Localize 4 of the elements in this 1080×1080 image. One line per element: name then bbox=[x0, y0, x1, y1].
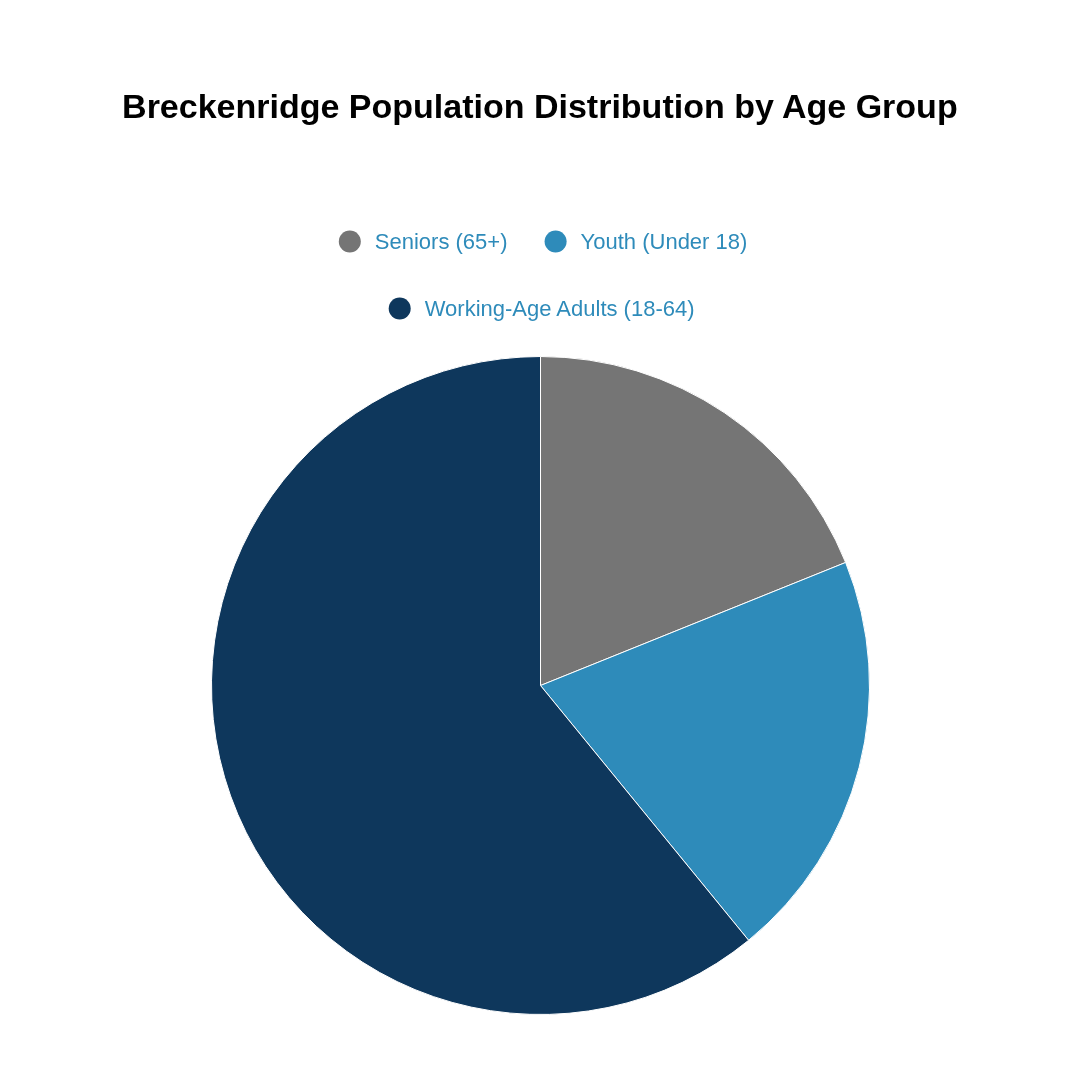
legend-label: Seniors (65+) bbox=[374, 229, 508, 254]
chart-title: Breckenridge Population Distribution by Age Group bbox=[122, 86, 958, 125]
legend-label: Youth (Under 18) bbox=[580, 229, 748, 254]
legend-label: Working-Age Adults (18-64) bbox=[424, 296, 695, 321]
